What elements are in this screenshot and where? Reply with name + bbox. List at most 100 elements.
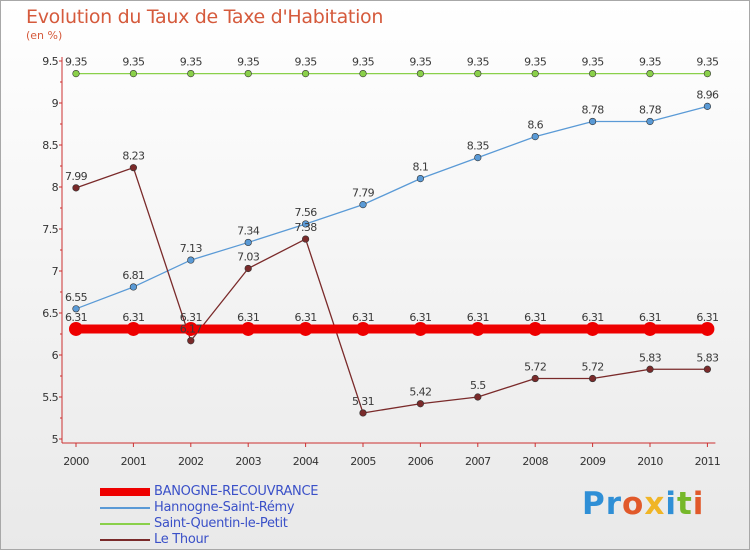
data-point [187,337,195,345]
data-point [302,220,310,228]
data-label: 5.83 [696,351,719,364]
data-point [588,69,597,78]
data-point [183,321,198,336]
data-point [413,321,428,336]
x-tick-label: 2010 [637,455,663,468]
data-label: 7.13 [180,242,203,255]
data-label: 6.55 [65,291,88,304]
data-label: 9.35 [582,56,605,69]
data-label: 5.31 [352,395,374,408]
data-label: 9.35 [295,56,318,69]
data-label: 9.35 [467,56,490,69]
data-point [129,164,137,172]
data-label: 6.31 [65,311,87,324]
data-label: 9.35 [696,56,719,69]
data-label: 5.72 [524,361,546,374]
data-point [643,321,657,336]
y-tick-label: 8 [52,181,59,194]
data-point [72,69,80,78]
y-tick-label: 6.5 [42,307,58,320]
data-label: 6.31 [122,311,144,324]
legend-swatch [100,523,150,525]
data-label: 6.31 [180,311,202,324]
legend-label: BANOGNE-RECOUVRANCE [154,484,319,499]
data-point [474,69,482,78]
data-label: 9.35 [237,56,260,69]
x-tick-label: 2011 [695,455,721,468]
x-tick-label: 2003 [235,455,261,468]
legend-swatch [100,539,150,541]
data-point [244,264,252,273]
data-label: 6.31 [467,311,489,324]
chart-title: Evolution du Taux de Taxe d'Habitation [26,6,384,28]
legend-label: Saint-Quentin-le-Petit [154,516,288,531]
data-point [302,69,310,78]
data-point [474,393,482,401]
data-label: 5.72 [582,361,604,374]
data-point [129,69,137,78]
data-label: 6.81 [122,269,144,282]
y-tick-label: 7.5 [42,223,58,236]
x-tick-label: 2002 [178,455,204,468]
data-label: 6.31 [237,311,259,324]
x-tick-label: 2008 [522,455,548,468]
data-label: 5.83 [639,351,662,364]
data-label: 8.23 [122,150,145,163]
proxiti-logo: Proxiti [582,486,705,522]
data-point [700,321,715,336]
data-label: 8.35 [467,140,490,153]
x-tick-label: 2001 [121,455,147,468]
data-point [359,69,367,78]
data-point [129,283,137,291]
data-label: 6.31 [295,311,317,324]
data-point [703,69,712,78]
data-label: 7.03 [237,250,260,263]
data-point [416,69,425,78]
data-label: 6.31 [524,311,546,324]
data-label: 9.35 [65,56,88,69]
data-point [531,133,539,141]
data-label: 7.56 [295,206,318,219]
series-line [75,105,709,310]
data-point [72,305,80,313]
x-tick-label: 2007 [465,455,491,468]
data-point [588,374,597,383]
data-point [646,117,654,126]
series-line [75,167,709,414]
data-point [72,184,80,192]
data-label: 7.34 [237,224,260,237]
data-label: 9.35 [122,56,145,69]
legend-label: Le Thour [154,532,209,547]
data-label: 9.35 [524,56,547,69]
data-point [416,175,425,183]
legend-label: Hannogne-Saint-Rémy [154,500,295,515]
y-tick-label: 9 [52,97,59,110]
data-label: 9.35 [180,56,203,69]
data-label: 7.38 [295,221,318,234]
data-point [703,365,712,373]
data-point [646,69,654,78]
data-point [187,256,195,264]
data-point [126,321,141,336]
data-label: 8.1 [413,161,429,174]
data-label: 5.42 [409,386,431,399]
data-label: 9.35 [639,56,662,69]
data-point [470,321,485,336]
data-point [187,69,195,78]
x-tick-label: 2006 [408,455,434,468]
x-tick-label: 2004 [293,455,319,468]
data-label: 6.31 [582,311,604,324]
data-point [356,321,370,336]
x-tick-label: 2000 [63,455,89,468]
data-point [298,321,313,336]
chart-unit: (en %) [26,29,63,42]
data-label: 5.5 [470,379,486,392]
x-tick-label: 2005 [350,455,376,468]
data-label: 6.31 [639,311,661,324]
data-label: 9.35 [409,56,432,69]
data-point [359,409,367,417]
y-tick-label: 8.5 [42,139,58,152]
data-point [646,365,654,373]
data-point [241,321,256,336]
